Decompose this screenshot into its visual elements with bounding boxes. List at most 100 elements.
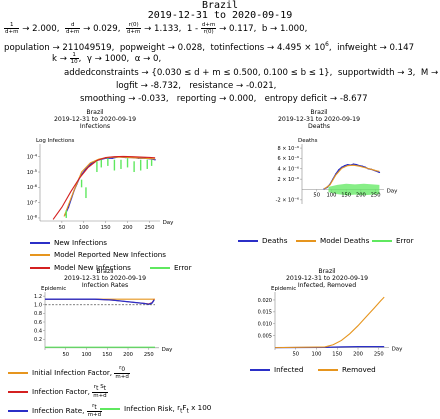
data-point (111, 157, 113, 159)
y-axis-label: Log Infections (36, 138, 75, 144)
x-tick-label: 200 (123, 225, 133, 231)
param-entropy-deficit: entropy deficit → -8.677 (264, 94, 368, 104)
plot-3 (273, 292, 389, 350)
legend-item-removed: Removed (318, 365, 376, 374)
legend-label: Infection Rate, (32, 406, 85, 416)
y-tick-exponent: -5 (33, 168, 37, 173)
param-alpha: α → 0, (134, 54, 162, 64)
y-tick-label: 0.2 (34, 337, 42, 343)
legend-item-new-infections: New Infections (30, 238, 107, 247)
rates-title: Brazil 2019-12-31 to 2020-09-19 Infection … (63, 268, 147, 290)
plot-2 (43, 292, 159, 350)
legend-label: Initial Infection Factor, (32, 368, 113, 378)
x-axis-label: Day (163, 220, 175, 226)
date-range-title: 2019-12-31 to 2020-09-19 (147, 10, 293, 21)
x-tick-label: 100 (82, 352, 92, 358)
legend-label: Model New Infections (54, 263, 131, 272)
series-removed (274, 296, 385, 349)
y-tick-label: 10-7 (27, 198, 38, 206)
x-tick-label: 150 (102, 352, 112, 358)
legend-swatch (238, 239, 258, 242)
legend-formula: rt m+d (86, 403, 103, 419)
y-tick-label: 0.005 (258, 334, 272, 340)
y-tick-label: 0.015 (258, 310, 272, 316)
x-tick-label: 100 (79, 225, 89, 231)
x-axis-label: Day (162, 347, 174, 353)
y-axis-label: Epidemic (271, 286, 296, 292)
legend-swatch (250, 368, 270, 371)
legend-swatch (8, 371, 28, 374)
y-tick-label: 0.4 (34, 328, 42, 334)
plot-1 (300, 144, 384, 204)
param-popweight: popweight → 0.028, (119, 42, 208, 53)
data-point (343, 164, 346, 167)
param-logfit: logfit → -8.732, (116, 81, 187, 91)
legend-label: Removed (342, 365, 376, 374)
y-tick-label: 0.020 (258, 298, 272, 304)
x-axis-label: Day (387, 189, 399, 195)
country-title: Brazil (201, 0, 239, 11)
legend-label: Deaths (262, 236, 288, 245)
param-d-ratio: d d+m → 0.029, (64, 22, 124, 35)
param-reporting: reporting → 0.000, (176, 94, 262, 104)
y-tick-label: 8 × 10⁻⁶ (277, 146, 299, 152)
x-tick-label: 200 (123, 352, 133, 358)
param-M: M → 3 (420, 68, 440, 78)
y-tick-exponent: -6 (33, 183, 37, 188)
param-row-3: k → 1 10, γ → 1000, α → 0, (52, 52, 440, 65)
series-model-deaths (323, 164, 380, 190)
legend-swatch (8, 409, 28, 412)
legend-item-model-deaths: Model Deaths (296, 236, 369, 245)
legend-item-deaths: Deaths (238, 236, 287, 245)
legend-item-infection-risk: Infection Risk, rtFt x 100 (100, 403, 211, 414)
x-tick-label: 50 (59, 225, 66, 231)
legend-label: Error (396, 236, 414, 245)
data-point (346, 163, 349, 166)
legend-item-infections-error: Error (150, 263, 192, 272)
legend-label: Error (174, 263, 192, 272)
y-tick-label: 2 × 10⁻⁶ (277, 177, 299, 183)
x-tick-label: 250 (374, 352, 384, 358)
param-supportwidth: supportwidth → 3, (337, 68, 419, 78)
param-addedconstraints: addedconstraints → {0.030 ≤ d + m ≤ 0.50… (64, 68, 336, 78)
x-tick-label: 50 (292, 352, 299, 358)
x-tick-label: 50 (62, 352, 69, 358)
legend-label: Infection Factor, (32, 387, 90, 397)
removed-title: Brazil 2019-12-31 to 2020-09-19 Infected, … (285, 268, 369, 290)
data-point (352, 163, 355, 165)
y-tick-label: 1.0 (34, 303, 42, 309)
param-row-4: addedconstraints → {0.030 ≤ d + m ≤ 0.50… (64, 68, 440, 79)
legend-item-infected: Infected (250, 365, 303, 374)
legend-item-deaths-error: Error (372, 236, 414, 245)
infections-title: Brazil 2019-12-31 to 2020-09-19 Infections (53, 109, 137, 131)
y-tick-label: 6 × 10⁻⁶ (277, 156, 299, 162)
x-tick-label: 150 (332, 352, 342, 358)
param-r0-ratio: r(0) d+m → 1.133, (125, 22, 185, 35)
x-tick-label: 150 (341, 193, 351, 199)
legend-swatch (30, 241, 50, 244)
error-band (328, 183, 380, 196)
legend-swatch (30, 266, 50, 269)
legend-item-infection-factor: Infection Factor, rt St m+d (8, 384, 108, 399)
x-axis-label: Day (392, 347, 404, 353)
y-tick-label: 0.010 (258, 322, 272, 328)
legend-swatch (30, 253, 50, 256)
legend-label: Infection Risk, (124, 404, 175, 414)
legend-formula: rtFt x 100 (177, 403, 212, 415)
legend-swatch (8, 390, 28, 393)
x-tick-label: 250 (144, 352, 154, 358)
data-point (338, 169, 340, 171)
y-tick-exponent: -4 (33, 153, 37, 158)
x-tick-label: 50 (313, 193, 320, 199)
data-point (378, 171, 381, 174)
deaths-title: Brazil 2019-12-31 to 2020-09-19 Deaths (277, 109, 361, 131)
x-tick-label: 200 (356, 193, 366, 199)
legend-swatch (318, 368, 338, 371)
legend-formula: rt St m+d (92, 384, 108, 400)
x-tick-label: 250 (144, 225, 154, 231)
legend-label: New Infections (54, 238, 108, 247)
y-tick-label: 10-8 (27, 214, 38, 222)
param-row-5: logfit → -8.732, resistance → -0.021, (116, 81, 440, 92)
param-smoothing: smoothing → -0.033, (80, 94, 175, 104)
plot-0: 10-8 10-7 10-6 10-5 10-4 (27, 144, 160, 223)
